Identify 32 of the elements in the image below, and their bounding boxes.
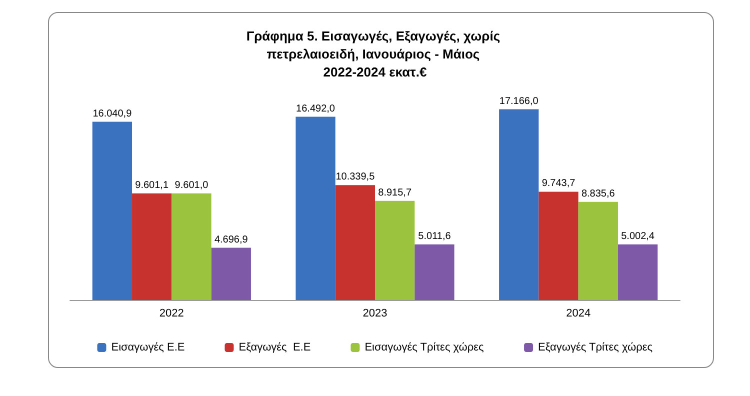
bar xyxy=(296,116,336,300)
bar xyxy=(335,185,375,300)
data-label: 16.492,0 xyxy=(296,103,336,114)
x-tick-label: 2023 xyxy=(362,308,388,320)
data-label: 5.011,6 xyxy=(418,230,452,242)
bar xyxy=(618,244,658,300)
bar xyxy=(92,122,132,300)
bar xyxy=(375,200,415,300)
legend-label: Εξαγωγές Ε.Ε xyxy=(238,342,311,354)
bar xyxy=(499,109,539,300)
data-label: 9.601,1 xyxy=(135,180,169,191)
bar xyxy=(132,193,172,300)
legend-label: Εξαγωγές Τρίτες χώρες xyxy=(538,342,653,354)
bar xyxy=(172,193,212,300)
x-tick-label: 2022 xyxy=(159,308,184,320)
x-tick-label: 2024 xyxy=(566,308,591,320)
data-label: 9.601,0 xyxy=(174,180,209,191)
data-label: 17.166,0 xyxy=(499,96,539,107)
legend-label: Εισαγωγές Τρίτες χώρες xyxy=(364,342,484,354)
legend-label: Εισαγωγές Ε.Ε xyxy=(111,342,185,354)
chart-title: Γράφημα 5. Εισαγωγές, Εξαγωγές, χωρίς πετρελαιοειδή, Ιανουάριος - Μάιος 2022-2024 εκατ.€ xyxy=(246,28,504,80)
bar xyxy=(538,192,578,300)
bar xyxy=(578,202,618,300)
data-label: 8.915,7 xyxy=(378,187,412,198)
data-label: 5.002,4 xyxy=(621,230,655,242)
data-label: 8.835,6 xyxy=(581,188,616,200)
bar xyxy=(211,248,251,300)
data-label: 16.040,9 xyxy=(92,108,132,120)
data-label: 9.743,7 xyxy=(542,178,576,190)
data-label: 4.696,9 xyxy=(214,234,248,246)
data-label: 10.339,5 xyxy=(336,172,376,183)
bar xyxy=(414,244,454,300)
